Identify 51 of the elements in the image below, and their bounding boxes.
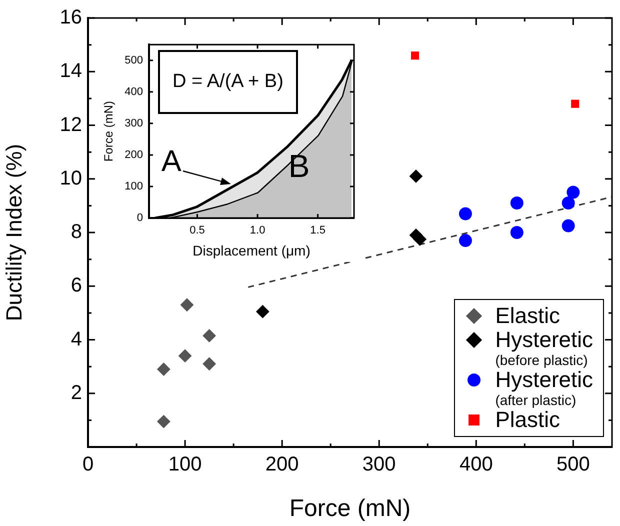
annotation: D = A/(A + B) <box>158 50 298 114</box>
point <box>180 298 194 312</box>
x-tick-label: 400 <box>459 454 493 476</box>
x-tick-label: 100 <box>168 454 202 476</box>
y-axis-title: Force (mN) <box>102 100 116 162</box>
y-tick-label: 10 <box>60 167 82 190</box>
point <box>566 186 580 199</box>
legend-label: Plastic <box>495 407 560 432</box>
y-tick-label: 14 <box>60 60 82 82</box>
x-axis-title: Force (mN) <box>289 495 411 522</box>
y-tick-label: 0 <box>136 212 143 224</box>
y-tick-label: 200 <box>124 148 143 161</box>
y-tick-label: 8 <box>70 221 82 244</box>
point <box>157 362 170 376</box>
legend-label: Hysteretic (after plastic) <box>495 367 593 408</box>
annotation: A <box>161 145 182 178</box>
point <box>510 226 524 239</box>
point <box>413 232 426 246</box>
legend-label: Elastic <box>495 303 560 328</box>
point <box>157 415 170 428</box>
x-tick-label: 0.5 <box>190 224 205 237</box>
y-tick-label: 100 <box>124 180 143 193</box>
point <box>410 52 420 60</box>
point <box>562 196 575 210</box>
x-tick-label: 300 <box>362 454 396 476</box>
y-tick-label: 12 <box>60 114 82 136</box>
point <box>409 170 422 183</box>
y-tick-label: 300 <box>124 117 143 130</box>
point <box>458 207 472 220</box>
y-tick-label: 16 <box>60 6 82 29</box>
x-tick-label: 1.5 <box>310 224 326 237</box>
point <box>202 357 216 370</box>
y-tick-label: 500 <box>124 54 143 66</box>
y-tick-label: 4 <box>70 328 82 350</box>
y-tick-label: 400 <box>124 86 143 98</box>
point <box>178 349 192 362</box>
y-axis-title: Ductility Index (%) <box>1 144 26 322</box>
x-tick-label: 1.0 <box>250 224 266 237</box>
y-tick-label: 2 <box>70 382 82 404</box>
point <box>256 305 270 318</box>
point <box>562 219 575 232</box>
x-tick-label: 500 <box>556 454 590 476</box>
annotation: B <box>288 148 310 184</box>
point <box>202 329 216 342</box>
point <box>571 100 580 108</box>
legend-label: Hysteretic (before plastic) <box>495 327 593 368</box>
point <box>458 234 472 248</box>
x-axis-title: Displacement (μm) <box>192 242 310 258</box>
x-tick-label: 200 <box>265 454 299 476</box>
point <box>510 196 524 210</box>
y-tick-label: 6 <box>70 274 82 297</box>
